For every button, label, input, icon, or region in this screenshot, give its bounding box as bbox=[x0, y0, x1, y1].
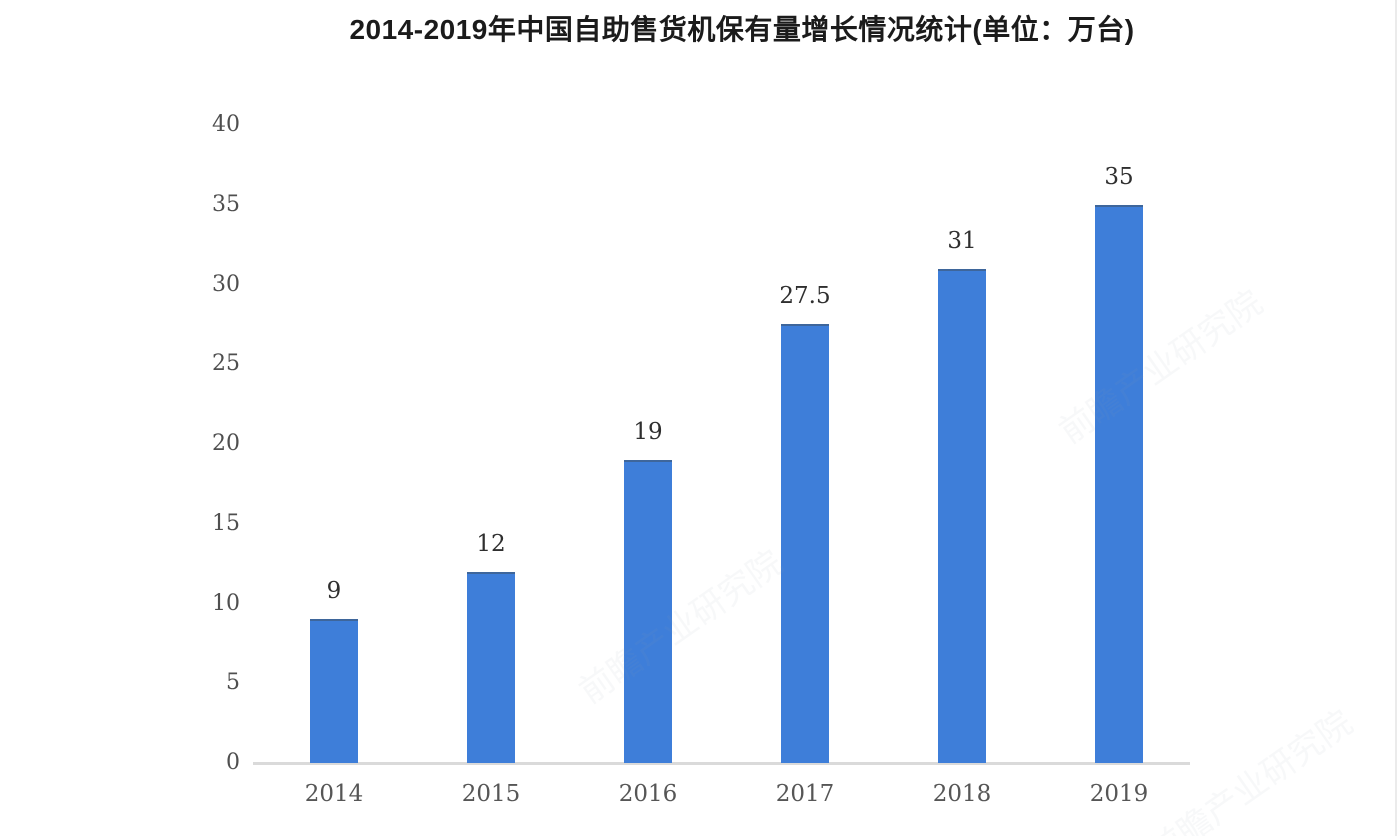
y-tick-label: 0 bbox=[226, 750, 240, 775]
bar-2019 bbox=[1095, 204, 1143, 763]
x-tick-label-2016: 2016 bbox=[618, 781, 678, 807]
x-tick-label-2018: 2018 bbox=[932, 781, 992, 807]
chart-title: 2014-2019年中国自助售货机保有量增长情况统计(单位：万台) bbox=[349, 14, 1135, 45]
y-tick-label: 40 bbox=[212, 112, 240, 137]
y-tick-label: 5 bbox=[226, 670, 240, 696]
bar-value-label: 35 bbox=[1104, 163, 1134, 190]
right-edge-line bbox=[1395, 0, 1397, 836]
bar-value-label: 12 bbox=[476, 530, 506, 557]
x-tick-label-2015: 2015 bbox=[461, 781, 521, 807]
x-axis-line bbox=[253, 762, 1190, 765]
bar-2014 bbox=[310, 619, 358, 763]
x-tick-label-2017: 2017 bbox=[775, 781, 835, 807]
y-tick-label: 35 bbox=[212, 191, 240, 217]
y-tick-label: 15 bbox=[212, 510, 240, 536]
bar-2017 bbox=[781, 324, 829, 763]
watermark-text: 前瞻产业研究院 bbox=[1142, 703, 1360, 836]
bar-2015 bbox=[467, 571, 515, 763]
watermark-text: 前瞻产业研究院 bbox=[572, 543, 790, 712]
bar-value-label: 19 bbox=[633, 418, 663, 445]
bar-value-label: 31 bbox=[947, 227, 977, 254]
bar-2016 bbox=[624, 459, 672, 763]
bar-value-label: 27.5 bbox=[779, 283, 831, 310]
x-tick-label-2019: 2019 bbox=[1089, 781, 1149, 807]
y-tick-label: 30 bbox=[212, 271, 240, 297]
y-tick-label: 10 bbox=[212, 590, 240, 616]
x-tick-label-2014: 2014 bbox=[304, 781, 364, 807]
bar-value-label: 9 bbox=[326, 578, 342, 605]
y-tick-label: 20 bbox=[212, 431, 240, 456]
watermark-text: 前瞻产业研究院 bbox=[1052, 283, 1270, 452]
y-tick-label: 25 bbox=[212, 351, 240, 377]
bar-2018 bbox=[938, 268, 986, 763]
